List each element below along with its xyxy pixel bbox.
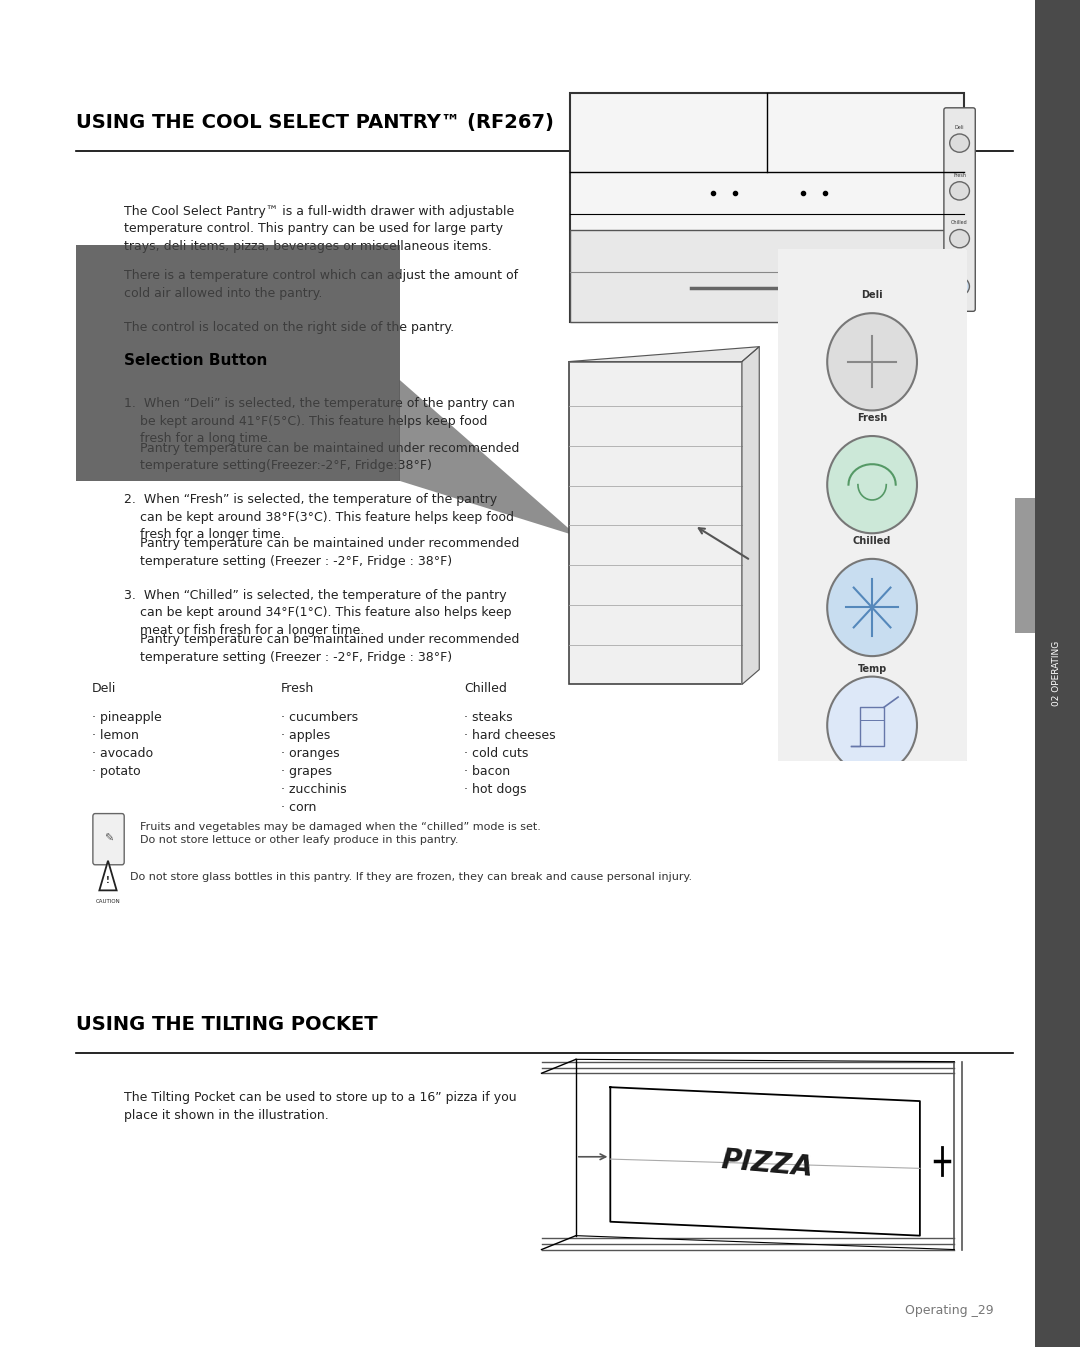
Polygon shape bbox=[99, 861, 117, 890]
Polygon shape bbox=[569, 346, 759, 361]
Text: The control is located on the right side of the pantry.: The control is located on the right side… bbox=[124, 321, 455, 334]
Text: USING THE TILTING POCKET: USING THE TILTING POCKET bbox=[76, 1016, 377, 1034]
Text: Fruits and vegetables may be damaged when the “chilled” mode is set.
Do not stor: Fruits and vegetables may be damaged whe… bbox=[140, 822, 541, 845]
Text: Deli: Deli bbox=[92, 682, 117, 695]
Circle shape bbox=[827, 559, 917, 656]
Text: Fresh: Fresh bbox=[953, 172, 967, 178]
Text: 02 OPERATING: 02 OPERATING bbox=[1052, 641, 1061, 706]
Text: Temp: Temp bbox=[953, 268, 967, 273]
Bar bbox=[569, 93, 964, 322]
Text: 2.  When “Fresh” is selected, the temperature of the pantry
    can be kept arou: 2. When “Fresh” is selected, the tempera… bbox=[124, 493, 514, 541]
Text: ✎: ✎ bbox=[105, 834, 113, 845]
Polygon shape bbox=[742, 346, 759, 684]
Text: Deli: Deli bbox=[955, 125, 964, 129]
Text: Deli: Deli bbox=[861, 290, 883, 300]
Bar bbox=[1035, 0, 1080, 1347]
Text: · steaks
· hard cheeses
· cold cuts
· bacon
· hot dogs: · steaks · hard cheeses · cold cuts · ba… bbox=[464, 711, 556, 796]
FancyBboxPatch shape bbox=[775, 244, 969, 766]
Text: · cucumbers
· apples
· oranges
· grapes
· zucchinis
· corn: · cucumbers · apples · oranges · grapes … bbox=[281, 711, 357, 814]
Text: !: ! bbox=[106, 877, 110, 885]
Text: The Cool Select Pantry™ is a full-width drawer with adjustable
temperature contr: The Cool Select Pantry™ is a full-width … bbox=[124, 205, 514, 253]
FancyBboxPatch shape bbox=[944, 108, 975, 311]
Text: · pineapple
· lemon
· avocado
· potato: · pineapple · lemon · avocado · potato bbox=[92, 711, 162, 779]
Bar bbox=[569, 230, 964, 322]
Text: Fresh: Fresh bbox=[281, 682, 314, 695]
Text: Operating _29: Operating _29 bbox=[905, 1304, 994, 1317]
Text: Fresh: Fresh bbox=[856, 414, 888, 423]
Circle shape bbox=[827, 314, 917, 411]
Circle shape bbox=[949, 277, 970, 295]
Text: There is a temperature control which can adjust the amount of
cold air allowed i: There is a temperature control which can… bbox=[124, 269, 518, 300]
Polygon shape bbox=[400, 380, 702, 589]
Text: Temp: Temp bbox=[858, 664, 887, 674]
Circle shape bbox=[827, 676, 917, 773]
Text: 1.  When “Deli” is selected, the temperature of the pantry can
    be kept aroun: 1. When “Deli” is selected, the temperat… bbox=[124, 397, 515, 446]
Text: Chilled: Chilled bbox=[853, 536, 891, 546]
Text: PIZZA: PIZZA bbox=[720, 1146, 814, 1181]
Circle shape bbox=[949, 182, 970, 199]
Polygon shape bbox=[610, 1087, 920, 1235]
Text: Pantry temperature can be maintained under recommended
    temperature setting(F: Pantry temperature can be maintained und… bbox=[124, 442, 519, 473]
Bar bbox=[76, 245, 400, 481]
Bar bbox=[1015, 498, 1035, 633]
Text: Do not store glass bottles in this pantry. If they are frozen, they can break an: Do not store glass bottles in this pantr… bbox=[130, 872, 691, 881]
Text: CAUTION: CAUTION bbox=[96, 898, 120, 904]
Text: The Tilting Pocket can be used to store up to a 16” pizza if you
place it shown : The Tilting Pocket can be used to store … bbox=[124, 1091, 517, 1122]
Circle shape bbox=[949, 229, 970, 248]
Bar bbox=[569, 361, 742, 684]
Circle shape bbox=[827, 436, 917, 533]
Text: Pantry temperature can be maintained under recommended
    temperature setting (: Pantry temperature can be maintained und… bbox=[124, 633, 519, 664]
Text: Chilled: Chilled bbox=[464, 682, 508, 695]
Text: USING THE COOL SELECT PANTRY™ (RF267): USING THE COOL SELECT PANTRY™ (RF267) bbox=[76, 113, 553, 132]
Text: 3.  When “Chilled” is selected, the temperature of the pantry
    can be kept ar: 3. When “Chilled” is selected, the tempe… bbox=[124, 589, 512, 637]
FancyBboxPatch shape bbox=[93, 814, 124, 865]
Text: Selection Button: Selection Button bbox=[124, 353, 268, 368]
Text: Pantry temperature can be maintained under recommended
    temperature setting (: Pantry temperature can be maintained und… bbox=[124, 537, 519, 568]
Text: Chilled: Chilled bbox=[951, 221, 968, 225]
Circle shape bbox=[949, 133, 970, 152]
